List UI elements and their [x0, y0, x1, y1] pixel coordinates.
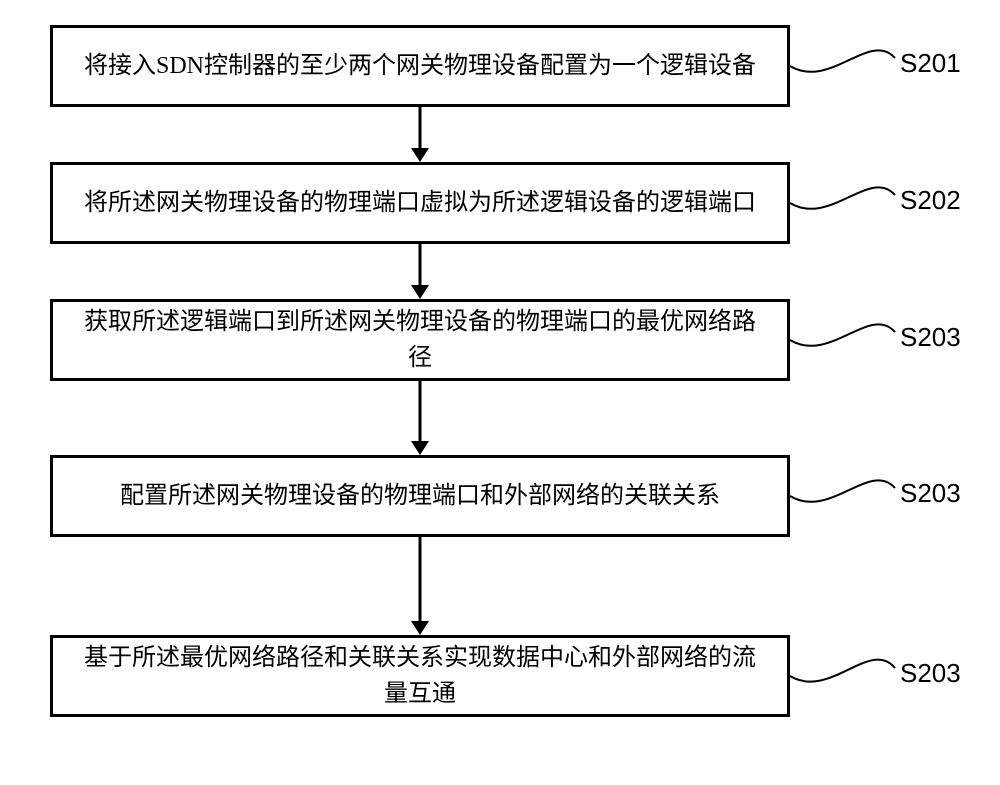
connector-curve — [785, 162, 900, 232]
step-text: 基于所述最优网络路径和关联关系实现数据中心和外部网络的流量互通 — [73, 640, 767, 712]
flowchart-arrow — [408, 381, 432, 455]
connector-curve — [785, 633, 900, 705]
connector-curve — [785, 25, 900, 95]
step-label-4: S203 — [900, 478, 961, 509]
step-label-1: S201 — [900, 48, 961, 79]
step-text: 将所述网关物理设备的物理端口虚拟为所述逻辑设备的逻辑端口 — [84, 185, 756, 221]
step-text: 获取所述逻辑端口到所述网关物理设备的物理端口的最优网络路径 — [73, 304, 767, 376]
flowchart-step-1: 将接入SDN控制器的至少两个网关物理设备配置为一个逻辑设备 — [50, 25, 790, 107]
flowchart-arrow — [408, 244, 432, 299]
step-text: 将接入SDN控制器的至少两个网关物理设备配置为一个逻辑设备 — [84, 48, 756, 84]
connector-curve — [785, 299, 900, 369]
connector-curve — [785, 455, 900, 525]
flowchart-step-5: 基于所述最优网络路径和关联关系实现数据中心和外部网络的流量互通 — [50, 635, 790, 717]
step-label-3: S203 — [900, 322, 961, 353]
flowchart-step-3: 获取所述逻辑端口到所述网关物理设备的物理端口的最优网络路径 — [50, 299, 790, 381]
flowchart-step-4: 配置所述网关物理设备的物理端口和外部网络的关联关系 — [50, 455, 790, 537]
flowchart-arrow — [408, 107, 432, 162]
flowchart-arrow — [408, 537, 432, 635]
flowchart-step-2: 将所述网关物理设备的物理端口虚拟为所述逻辑设备的逻辑端口 — [50, 162, 790, 244]
step-label-5: S203 — [900, 658, 961, 689]
step-text: 配置所述网关物理设备的物理端口和外部网络的关联关系 — [120, 478, 720, 514]
step-label-2: S202 — [900, 185, 961, 216]
